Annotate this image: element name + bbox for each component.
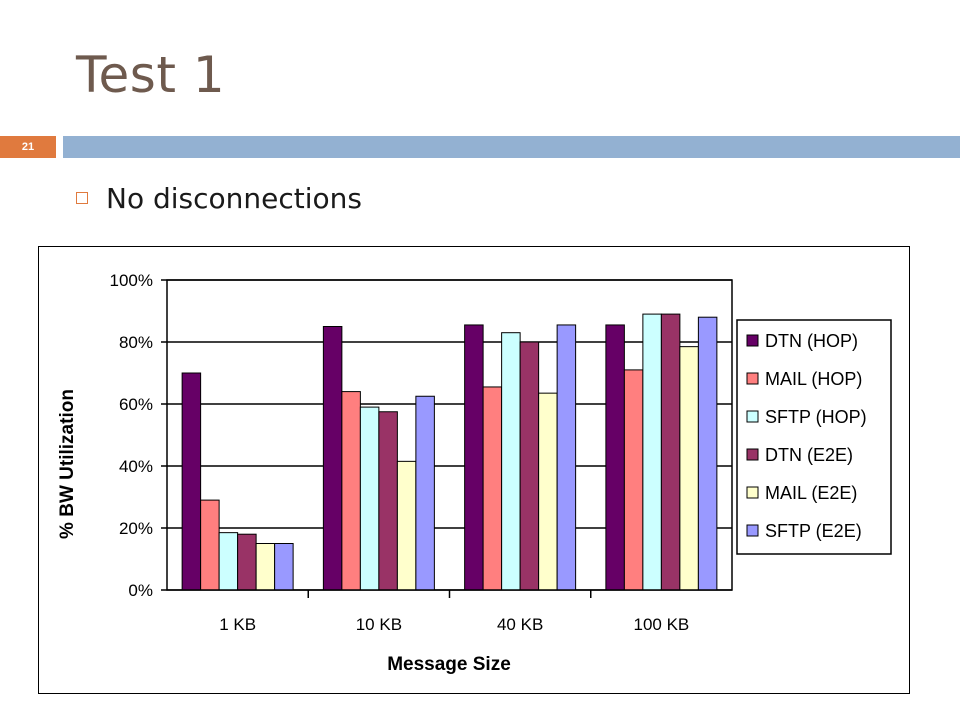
bars	[181, 313, 718, 591]
bar	[415, 395, 435, 591]
bar	[237, 533, 257, 591]
bar	[538, 392, 558, 591]
bar	[218, 532, 239, 591]
bullet-item: No disconnections	[76, 180, 362, 216]
bullet-text: No disconnections	[106, 181, 362, 215]
y-tick-label: 20%	[119, 519, 153, 538]
bar	[181, 372, 202, 591]
legend-swatch	[746, 334, 759, 347]
bar	[274, 543, 294, 591]
slide-title: Test 1	[76, 46, 226, 104]
bar	[322, 326, 343, 591]
bar	[679, 346, 699, 591]
legend-label: SFTP (HOP)	[765, 407, 867, 427]
bar	[642, 313, 662, 591]
x-tick-label: 10 KB	[356, 615, 402, 634]
x-tick-label: 100 KB	[633, 615, 689, 634]
y-tick-label: 80%	[119, 333, 153, 352]
bar	[464, 324, 484, 591]
y-tick-label: 40%	[119, 457, 153, 476]
bar	[482, 386, 503, 591]
bar	[605, 324, 625, 591]
bar	[341, 391, 361, 591]
x-tick-label: 40 KB	[497, 615, 543, 634]
legend-label: DTN (HOP)	[765, 331, 858, 351]
legend-swatch	[746, 524, 759, 537]
bar	[697, 316, 718, 591]
bar-chart: 0% 20% 40% 60% 80% 100% 1 KB 10 KB 40 KB 100 KB %…	[57, 271, 892, 675]
legend: DTN (HOP) MAIL (HOP) SFTP (HOP) DTN (E2E) MA…	[736, 319, 892, 555]
bar	[200, 499, 220, 591]
bar	[501, 332, 521, 591]
legend-swatch	[746, 410, 759, 423]
y-tick-label: 60%	[119, 395, 153, 414]
chart-frame: 0% 20% 40% 60% 80% 100% 1 KB 10 KB 40 KB 100 KB %…	[38, 246, 910, 694]
bar	[359, 406, 380, 591]
bar	[519, 341, 540, 591]
axes: 0% 20% 40% 60% 80% 100% 1 KB 10 KB 40 KB 100 KB	[110, 271, 733, 634]
legend-label: MAIL (E2E)	[765, 483, 857, 503]
header-bar	[63, 136, 960, 158]
legend-swatch	[746, 486, 759, 499]
legend-label: MAIL (HOP)	[765, 369, 862, 389]
bullet-square-icon	[76, 192, 88, 204]
bar	[660, 313, 681, 591]
bar	[556, 324, 577, 591]
legend-label: DTN (E2E)	[765, 445, 853, 465]
x-tick-label: 1 KB	[219, 615, 256, 634]
bar	[396, 460, 417, 591]
slide-number-badge: 21	[0, 136, 56, 158]
y-axis-title: % BW Utilization	[57, 389, 78, 539]
legend-label: SFTP (E2E)	[765, 521, 862, 541]
legend-swatch	[746, 372, 759, 385]
bar	[378, 411, 398, 591]
y-tick-label: 0%	[128, 581, 153, 600]
bar	[623, 369, 644, 591]
bar	[255, 543, 276, 591]
legend-swatch	[746, 448, 759, 461]
x-axis-title: Message Size	[387, 654, 511, 675]
legend-box	[736, 319, 892, 555]
y-tick-label: 100%	[110, 271, 153, 290]
